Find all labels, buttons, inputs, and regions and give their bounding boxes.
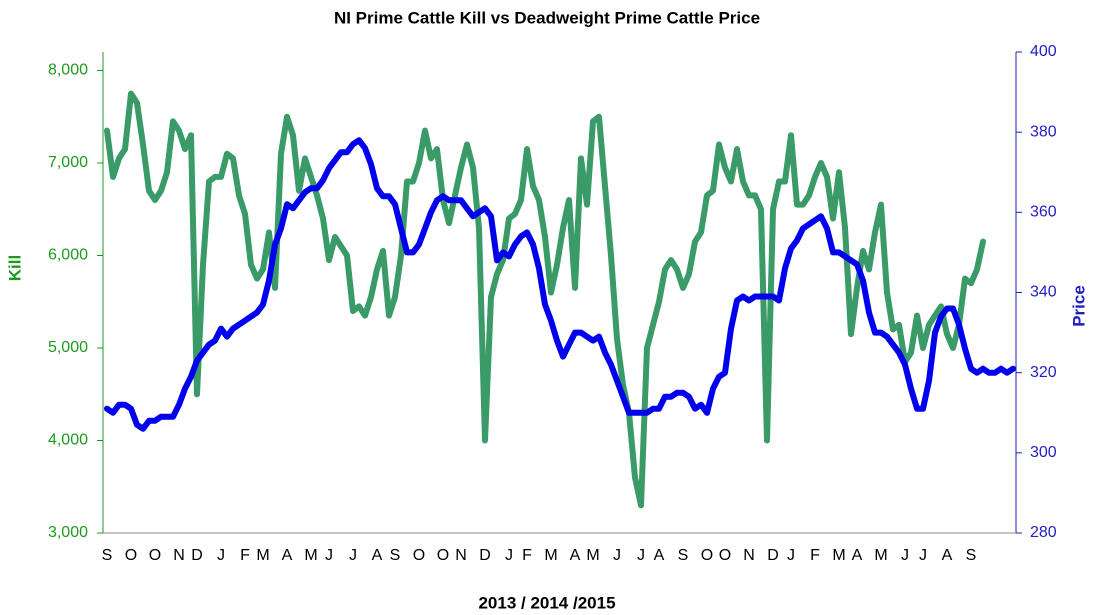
y2-tick-label: 320	[1030, 364, 1057, 381]
x-tick-label: D	[767, 547, 779, 564]
x-tick-label: M	[304, 547, 317, 564]
y2-tick-label: 300	[1030, 444, 1057, 461]
y-tick-label: 7,000	[48, 154, 88, 171]
x-tick-label: J	[325, 547, 333, 564]
y-tick-label: 4,000	[48, 432, 88, 449]
x-tick-label: M	[874, 547, 887, 564]
y-axis-title: Kill	[5, 255, 24, 281]
x-tick-label: O	[149, 547, 161, 564]
x-tick-label: J	[901, 547, 909, 564]
x-tick-label: O	[719, 547, 731, 564]
y2-tick-label: 400	[1030, 43, 1057, 60]
x-tick-label: O	[437, 547, 449, 564]
x-tick-label: O	[701, 547, 713, 564]
x-tick-label: F	[810, 547, 820, 564]
x-tick-label: O	[413, 547, 425, 564]
x-tick-label: N	[173, 547, 185, 564]
x-tick-label: J	[787, 547, 795, 564]
x-tick-label: M	[586, 547, 599, 564]
x-tick-label: M	[544, 547, 557, 564]
y2-axis-title: Price	[1069, 285, 1088, 327]
x-tick-label: A	[852, 547, 863, 564]
y-tick-label: 3,000	[48, 524, 88, 541]
x-tick-label: O	[125, 547, 137, 564]
y-tick-label: 5,000	[48, 339, 88, 356]
x-tick-label: S	[678, 547, 689, 564]
x-tick-label: S	[966, 547, 977, 564]
x-tick-label: J	[637, 547, 645, 564]
x-tick-label: D	[479, 547, 491, 564]
x-tick-label: D	[191, 547, 203, 564]
y2-tick-label: 360	[1030, 204, 1057, 221]
y2-tick-label: 280	[1030, 524, 1057, 541]
x-tick-label: M	[832, 547, 845, 564]
x-tick-label: N	[455, 547, 467, 564]
x-tick-label: A	[282, 547, 293, 564]
y-tick-label: 8,000	[48, 62, 88, 79]
x-tick-label: S	[102, 547, 113, 564]
x-tick-label: A	[372, 547, 383, 564]
x-tick-label: N	[743, 547, 755, 564]
x-tick-label: J	[613, 547, 621, 564]
x-tick-label: A	[942, 547, 953, 564]
x-tick-label: S	[390, 547, 401, 564]
y2-tick-label: 380	[1030, 123, 1057, 140]
x-tick-label: A	[570, 547, 581, 564]
chart-title: NI Prime Cattle Kill vs Deadweight Prime…	[334, 8, 760, 27]
x-tick-label: F	[522, 547, 532, 564]
x-tick-label: J	[217, 547, 225, 564]
x-tick-label: F	[240, 547, 250, 564]
x-axis-title: 2013 / 2014 /2015	[478, 593, 615, 612]
x-tick-label: J	[919, 547, 927, 564]
data-line	[104, 137, 1016, 432]
data-line	[104, 90, 986, 509]
y2-tick-label: 340	[1030, 284, 1057, 301]
x-tick-label: J	[349, 547, 357, 564]
x-tick-label: J	[505, 547, 513, 564]
x-tick-label: A	[654, 547, 665, 564]
y-tick-label: 6,000	[48, 247, 88, 264]
x-tick-label: M	[256, 547, 269, 564]
